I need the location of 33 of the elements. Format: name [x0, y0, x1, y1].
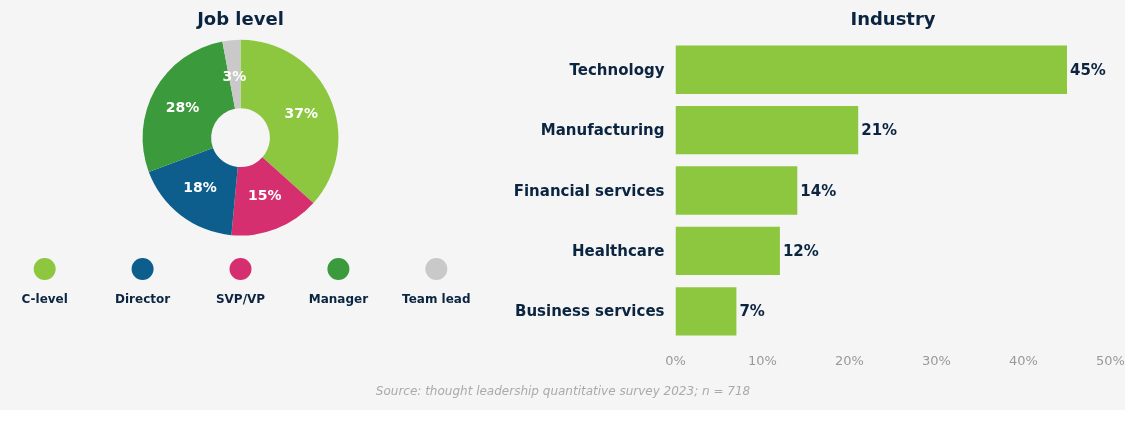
- legend-label: Team lead: [402, 291, 471, 306]
- legend-label: Manager: [308, 291, 369, 306]
- source-note: Source: thought leadership quantitative survey 2023; n = 718: [375, 383, 751, 398]
- data-label: 15%: [248, 187, 282, 204]
- data-label: 14%: [800, 181, 837, 200]
- legend-label: SVP/VP: [215, 291, 266, 306]
- x-tick-label: 0%: [665, 352, 686, 368]
- y-tick-label: Business services: [514, 302, 665, 321]
- x-tick-label: 50%: [1096, 352, 1125, 368]
- legend-label: Director: [115, 291, 171, 306]
- y-tick-label: Healthcare: [572, 241, 665, 260]
- x-tick-label: 30%: [922, 352, 951, 368]
- data-label: 7%: [739, 302, 765, 321]
- legend-label: C-level: [21, 291, 68, 306]
- bar: [675, 166, 798, 215]
- x-tick-label: 40%: [1009, 352, 1038, 368]
- y-tick-label: Financial services: [513, 181, 665, 200]
- bar: [675, 287, 737, 336]
- data-label: 18%: [183, 178, 217, 195]
- y-tick-label: Technology: [569, 60, 665, 79]
- chart-title: Job level: [195, 7, 284, 29]
- bar: [675, 226, 780, 276]
- bar: [675, 105, 859, 155]
- data-label: 21%: [861, 121, 898, 140]
- x-tick-label: 10%: [748, 352, 777, 368]
- y-tick-label: Manufacturing: [540, 121, 665, 140]
- data-label: 37%: [284, 104, 319, 121]
- data-label: 12%: [782, 241, 819, 260]
- data-label: 28%: [165, 99, 200, 116]
- chart-title: Industry: [850, 7, 936, 29]
- x-tick-label: 20%: [835, 352, 864, 368]
- data-label: 45%: [1070, 60, 1106, 79]
- bar: [675, 45, 1067, 94]
